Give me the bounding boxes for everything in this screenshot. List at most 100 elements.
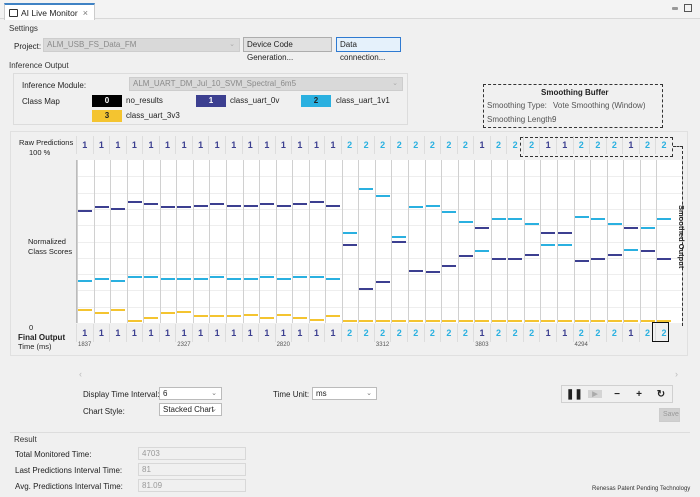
score-segment	[442, 264, 457, 267]
grid-line	[325, 160, 327, 323]
score-segment	[78, 209, 92, 212]
prediction-cell: 1	[473, 136, 490, 154]
zoom-out-icon[interactable]: −	[614, 388, 620, 400]
tab-ai-live-monitor[interactable]: AI Live Monitor ×	[4, 3, 95, 20]
score-segment	[607, 320, 622, 323]
time-tick-label: 1837	[78, 342, 92, 348]
score-segment	[177, 206, 192, 209]
chart-style-select[interactable]: Stacked Chart ⌄	[159, 403, 222, 416]
score-segment	[193, 315, 208, 318]
score-segment	[574, 260, 589, 263]
score-segment	[309, 276, 324, 279]
prediction-cell: 2	[605, 136, 623, 154]
score-segment	[78, 308, 92, 311]
grid-line	[275, 160, 277, 323]
score-segment	[226, 315, 241, 318]
grid-line	[209, 160, 211, 323]
prediction-cell: 2	[589, 136, 606, 154]
class-swatch-1: 1	[196, 95, 226, 107]
score-segment	[260, 203, 275, 205]
top-percent-label: 100 %	[29, 148, 51, 157]
time-tick-label: 3803	[475, 342, 489, 348]
smoothing-type-label: Smoothing Type:	[487, 101, 547, 110]
score-segment	[392, 240, 407, 243]
grid-line	[77, 192, 682, 194]
class-swatch-0: 0	[92, 95, 122, 107]
grid-line	[292, 160, 294, 323]
smoothing-length-label: Smoothing Length:	[487, 115, 555, 124]
time-tick-label: 4294	[574, 342, 588, 348]
grid-line	[77, 208, 682, 210]
score-segment	[342, 243, 357, 246]
score-segment	[475, 250, 490, 253]
reset-icon[interactable]: ↻	[656, 388, 666, 400]
score-segment	[409, 206, 423, 209]
zero-label: 0	[29, 323, 34, 332]
prediction-cell: 2	[572, 324, 590, 342]
avg-interval-label: Avg. Predictions Interval Time:	[15, 482, 123, 491]
score-segment	[375, 194, 390, 197]
inference-module-select[interactable]: ALM_UART_DM_Jul_10_SVM_Spectral_6m5 ⌄	[129, 77, 403, 91]
score-segment	[326, 204, 341, 207]
zoom-in-icon[interactable]: +	[636, 388, 642, 400]
project-select[interactable]: ALM_USB_FS_Data_FM ⌄	[43, 38, 240, 52]
grid-line	[259, 160, 261, 323]
close-icon[interactable]: ×	[82, 7, 88, 18]
score-segment	[111, 279, 126, 282]
score-segment	[475, 320, 490, 323]
grid-line	[358, 160, 360, 323]
pause-icon[interactable]: ❚❚	[566, 388, 583, 400]
chart-style-value: Stacked Chart	[163, 405, 214, 414]
time-tick-label: 3312	[375, 342, 390, 348]
score-segment	[591, 320, 606, 323]
prediction-cell: 1	[208, 136, 225, 154]
score-segment	[392, 320, 407, 323]
score-segment	[342, 232, 357, 235]
inference-module-value: ALM_UART_DM_Jul_10_SVM_Spectral_6m5	[133, 79, 297, 88]
display-interval-label: Display Time Interval:	[83, 390, 160, 399]
score-segment	[293, 203, 308, 205]
scroll-right-arrow[interactable]: ›	[675, 369, 678, 379]
prediction-cell: 1	[125, 324, 143, 342]
time-unit-select[interactable]: ms ⌄	[312, 387, 377, 400]
maximize-icon[interactable]	[684, 4, 692, 12]
class-map-label: Class Map	[22, 97, 60, 106]
device-code-generation-button[interactable]: Device Code Generation...	[243, 37, 332, 62]
data-connection-button[interactable]: Data connection...	[336, 37, 401, 62]
prediction-cell: 2	[638, 136, 656, 154]
prediction-cell: 1	[191, 324, 209, 342]
scroll-left-arrow[interactable]: ‹	[79, 369, 82, 379]
score-segment	[359, 188, 374, 191]
score-segment	[359, 320, 374, 323]
minimize-icon[interactable]	[672, 6, 678, 10]
grid-line	[408, 160, 409, 323]
score-segment	[359, 287, 374, 290]
display-interval-select[interactable]: 6 ⌄	[159, 387, 222, 400]
y-axis-label-line1: Normalized	[28, 237, 66, 246]
score-segment	[193, 204, 208, 207]
score-segment	[491, 217, 506, 220]
grid-line	[77, 290, 682, 292]
prediction-cell: 1	[175, 136, 192, 154]
prediction-cell: 1	[76, 324, 93, 342]
score-segment	[111, 308, 126, 311]
grid-line	[639, 160, 641, 323]
grid-line	[507, 160, 509, 323]
score-segment	[557, 243, 572, 246]
score-segment	[557, 232, 572, 235]
prediction-cell: 2	[390, 324, 407, 342]
score-segment	[607, 253, 622, 256]
save-button[interactable]: Save	[659, 408, 680, 422]
prediction-cell: 1	[142, 136, 159, 154]
prediction-cell: 2	[440, 136, 457, 154]
prediction-cell: 1	[109, 324, 126, 342]
play-icon[interactable]: ▶	[588, 390, 602, 398]
score-segment	[276, 204, 291, 207]
prediction-cell: 2	[390, 136, 407, 154]
prediction-cell: 1	[191, 136, 209, 154]
score-segment	[508, 258, 523, 261]
score-segment	[657, 217, 672, 220]
score-segment	[640, 227, 655, 230]
score-segment	[309, 318, 324, 321]
